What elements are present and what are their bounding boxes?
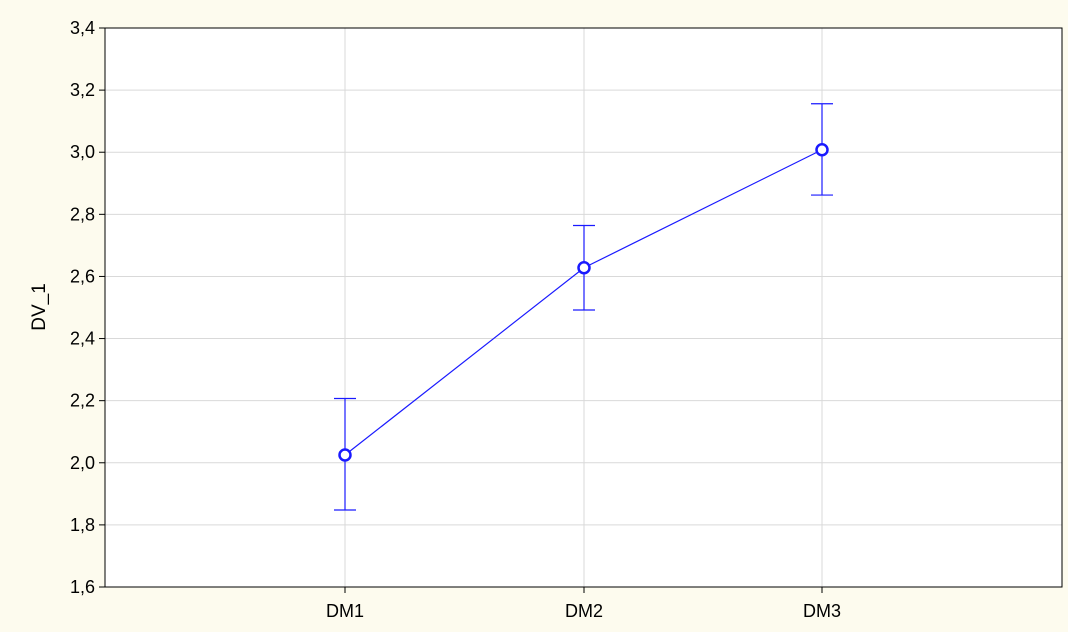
x-tick-label: DM2 <box>565 601 603 621</box>
data-series <box>334 103 833 511</box>
y-tick-label: 1,8 <box>70 515 95 535</box>
y-axis-label: DV_1 <box>29 283 50 331</box>
x-tick-label: DM1 <box>326 601 364 621</box>
plot-frame <box>104 27 1063 588</box>
y-tick-label: 2,4 <box>70 329 95 349</box>
y-tick-label: 2,8 <box>70 204 95 224</box>
y-tick-label: 2,0 <box>70 453 95 473</box>
y-tick-label: 2,2 <box>70 391 95 411</box>
data-point-marker <box>577 260 591 275</box>
data-point-marker <box>338 448 352 462</box>
x-tick-label: DM3 <box>803 601 841 621</box>
y-tick-label: 3,4 <box>70 18 95 38</box>
y-tick-label: 2,6 <box>70 266 95 286</box>
y-tick-label: 1,6 <box>70 577 95 597</box>
axes: 1,6 1,8 2,0 2,2 2,4 2,6 2,8 3,0 3,2 3,4 DM1 DM2 DM3 <box>70 18 1063 621</box>
data-point-marker <box>815 142 829 157</box>
y-tick-label: 3,0 <box>70 142 95 162</box>
y-tick-label: 3,2 <box>70 80 95 100</box>
